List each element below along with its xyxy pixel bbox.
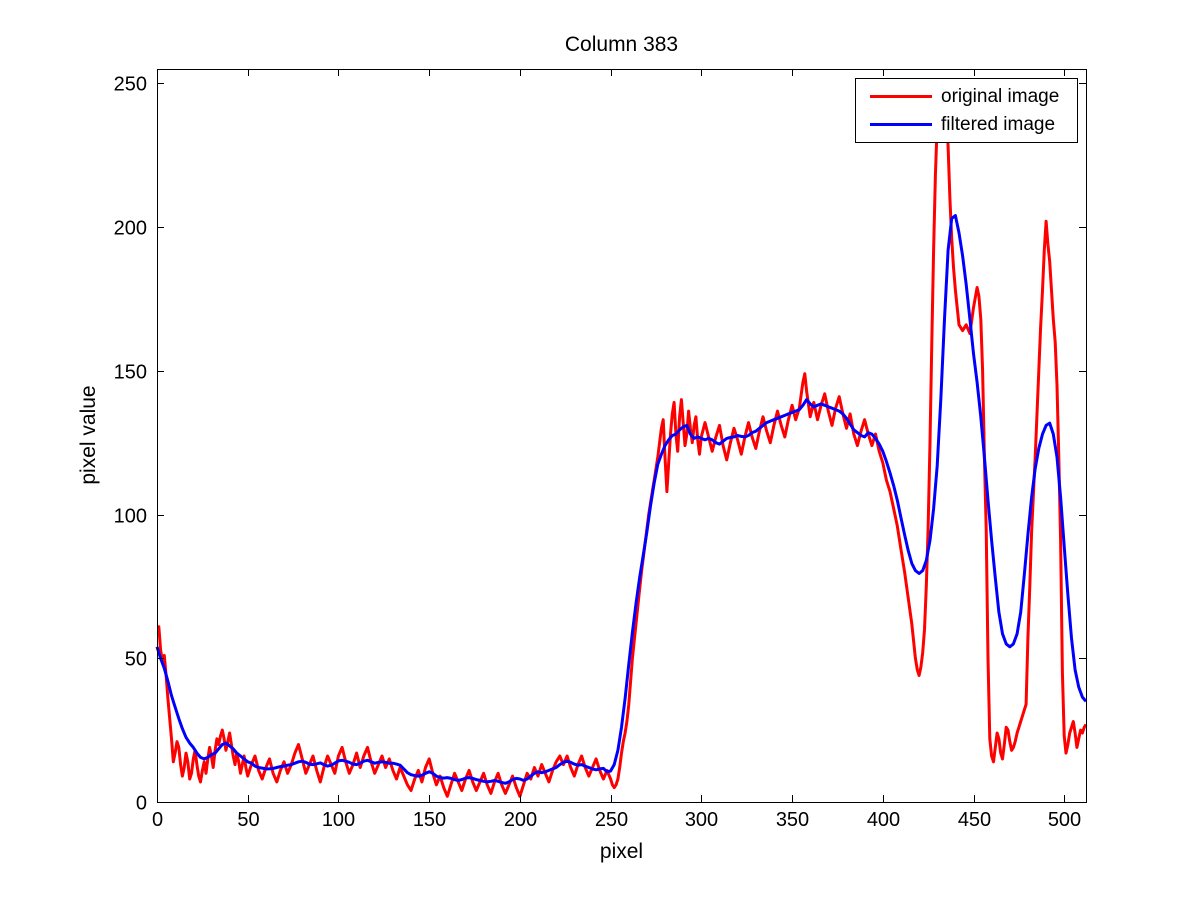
- legend-box: original image filtered image: [855, 78, 1078, 143]
- legend-item-filtered: filtered image: [856, 115, 1077, 134]
- x-tick-label: 400: [867, 809, 900, 831]
- y-tick-label: 50: [125, 649, 147, 671]
- x-axis-label: pixel: [599, 840, 644, 863]
- y-tick-label: 250: [114, 74, 147, 96]
- legend-label: original image: [941, 85, 1060, 107]
- series-line-original-image: [157, 87, 1088, 798]
- x-tick-label: 500: [1048, 809, 1081, 831]
- legend-item-original: original image: [856, 87, 1077, 106]
- y-axis-label: pixel value: [77, 385, 100, 485]
- x-tick-label: 450: [958, 809, 991, 831]
- legend-line-sample-red: [870, 94, 932, 98]
- y-tick-label: 200: [114, 218, 147, 240]
- y-tick-label: 100: [114, 506, 147, 528]
- x-tick-label: 200: [504, 809, 537, 831]
- series-line-filtered-image: [155, 214, 1088, 785]
- x-tick-label: 150: [413, 809, 446, 831]
- x-tick-label: 250: [595, 809, 628, 831]
- chart-title: Column 383: [564, 33, 679, 56]
- x-tick-label: 300: [685, 809, 718, 831]
- legend-label: filtered image: [941, 114, 1056, 136]
- x-tick-label: 50: [237, 809, 259, 831]
- y-tick-label: 150: [114, 362, 147, 384]
- x-tick-label: 100: [322, 809, 355, 831]
- y-tick-label: 0: [136, 793, 147, 815]
- legend-line-sample-blue: [870, 123, 932, 127]
- x-tick-label: 0: [152, 809, 163, 831]
- axes-box: [157, 69, 1087, 803]
- x-tick-label: 350: [776, 809, 809, 831]
